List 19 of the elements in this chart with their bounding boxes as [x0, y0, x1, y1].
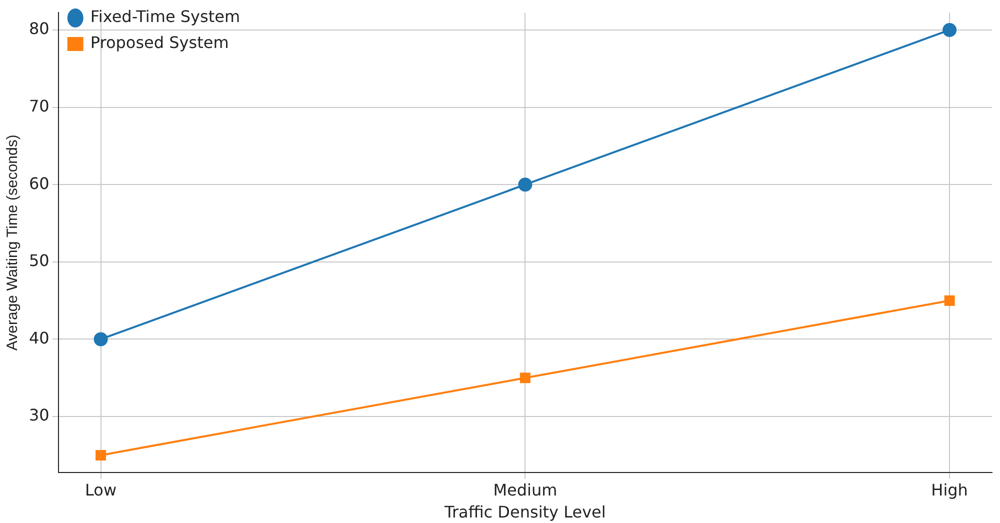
- y-tick-label: 70: [29, 96, 50, 116]
- point: [94, 332, 108, 346]
- point: [944, 295, 955, 306]
- legend-label: Proposed System: [90, 33, 229, 52]
- point: [520, 372, 530, 384]
- y-axis-title: Average Waiting Time (seconds): [4, 134, 22, 351]
- y-tick-label: 80: [29, 19, 50, 38]
- y-tick-label: 30: [29, 406, 50, 425]
- point: [942, 22, 957, 37]
- x-tick-label: High: [931, 480, 968, 500]
- x-tick-label: Medium: [493, 480, 558, 500]
- legend-label: Fixed-Time System: [90, 7, 240, 26]
- point: [518, 178, 532, 192]
- point: [96, 450, 106, 460]
- y-tick-label: 40: [29, 328, 50, 348]
- y-tick-label: 60: [29, 174, 50, 193]
- y-tick-label: 50: [29, 251, 50, 270]
- x-tick-label: Low: [85, 480, 117, 500]
- x-axis-title: Traffic Density Level: [444, 502, 606, 522]
